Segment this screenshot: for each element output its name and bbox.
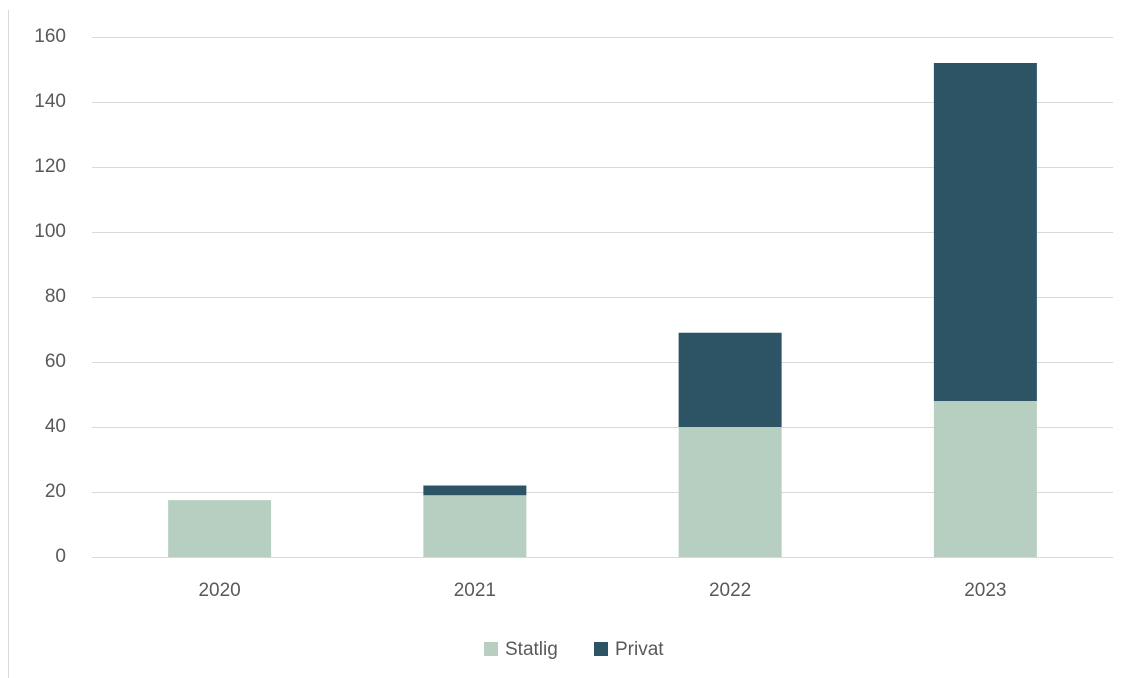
x-tick-label: 2021 <box>454 580 496 601</box>
y-tick-label: 160 <box>34 26 66 47</box>
bar-segment <box>168 500 272 557</box>
bar-segment <box>678 427 782 557</box>
bar-segment <box>933 63 1037 401</box>
y-tick-label: 0 <box>55 546 66 567</box>
y-tick-label: 120 <box>34 156 66 177</box>
y-tick-label: 20 <box>45 481 66 502</box>
y-tick-label: 40 <box>45 416 66 437</box>
y-tick-label: 80 <box>45 286 66 307</box>
legend-label: Statlig <box>505 639 558 660</box>
legend-swatch <box>594 642 608 656</box>
bar-segment <box>933 401 1037 557</box>
y-tick-label: 140 <box>34 91 66 112</box>
legend-label: Privat <box>615 639 664 660</box>
legend-swatch <box>484 642 498 656</box>
x-tick-label: 2023 <box>964 580 1006 601</box>
x-tick-label: 2020 <box>198 580 240 601</box>
x-tick-label: 2022 <box>709 580 751 601</box>
y-tick-label: 60 <box>45 351 66 372</box>
bar-segment <box>678 332 782 427</box>
bar-segment <box>423 485 527 496</box>
y-tick-label: 100 <box>34 221 66 242</box>
bar-segment <box>423 495 527 557</box>
